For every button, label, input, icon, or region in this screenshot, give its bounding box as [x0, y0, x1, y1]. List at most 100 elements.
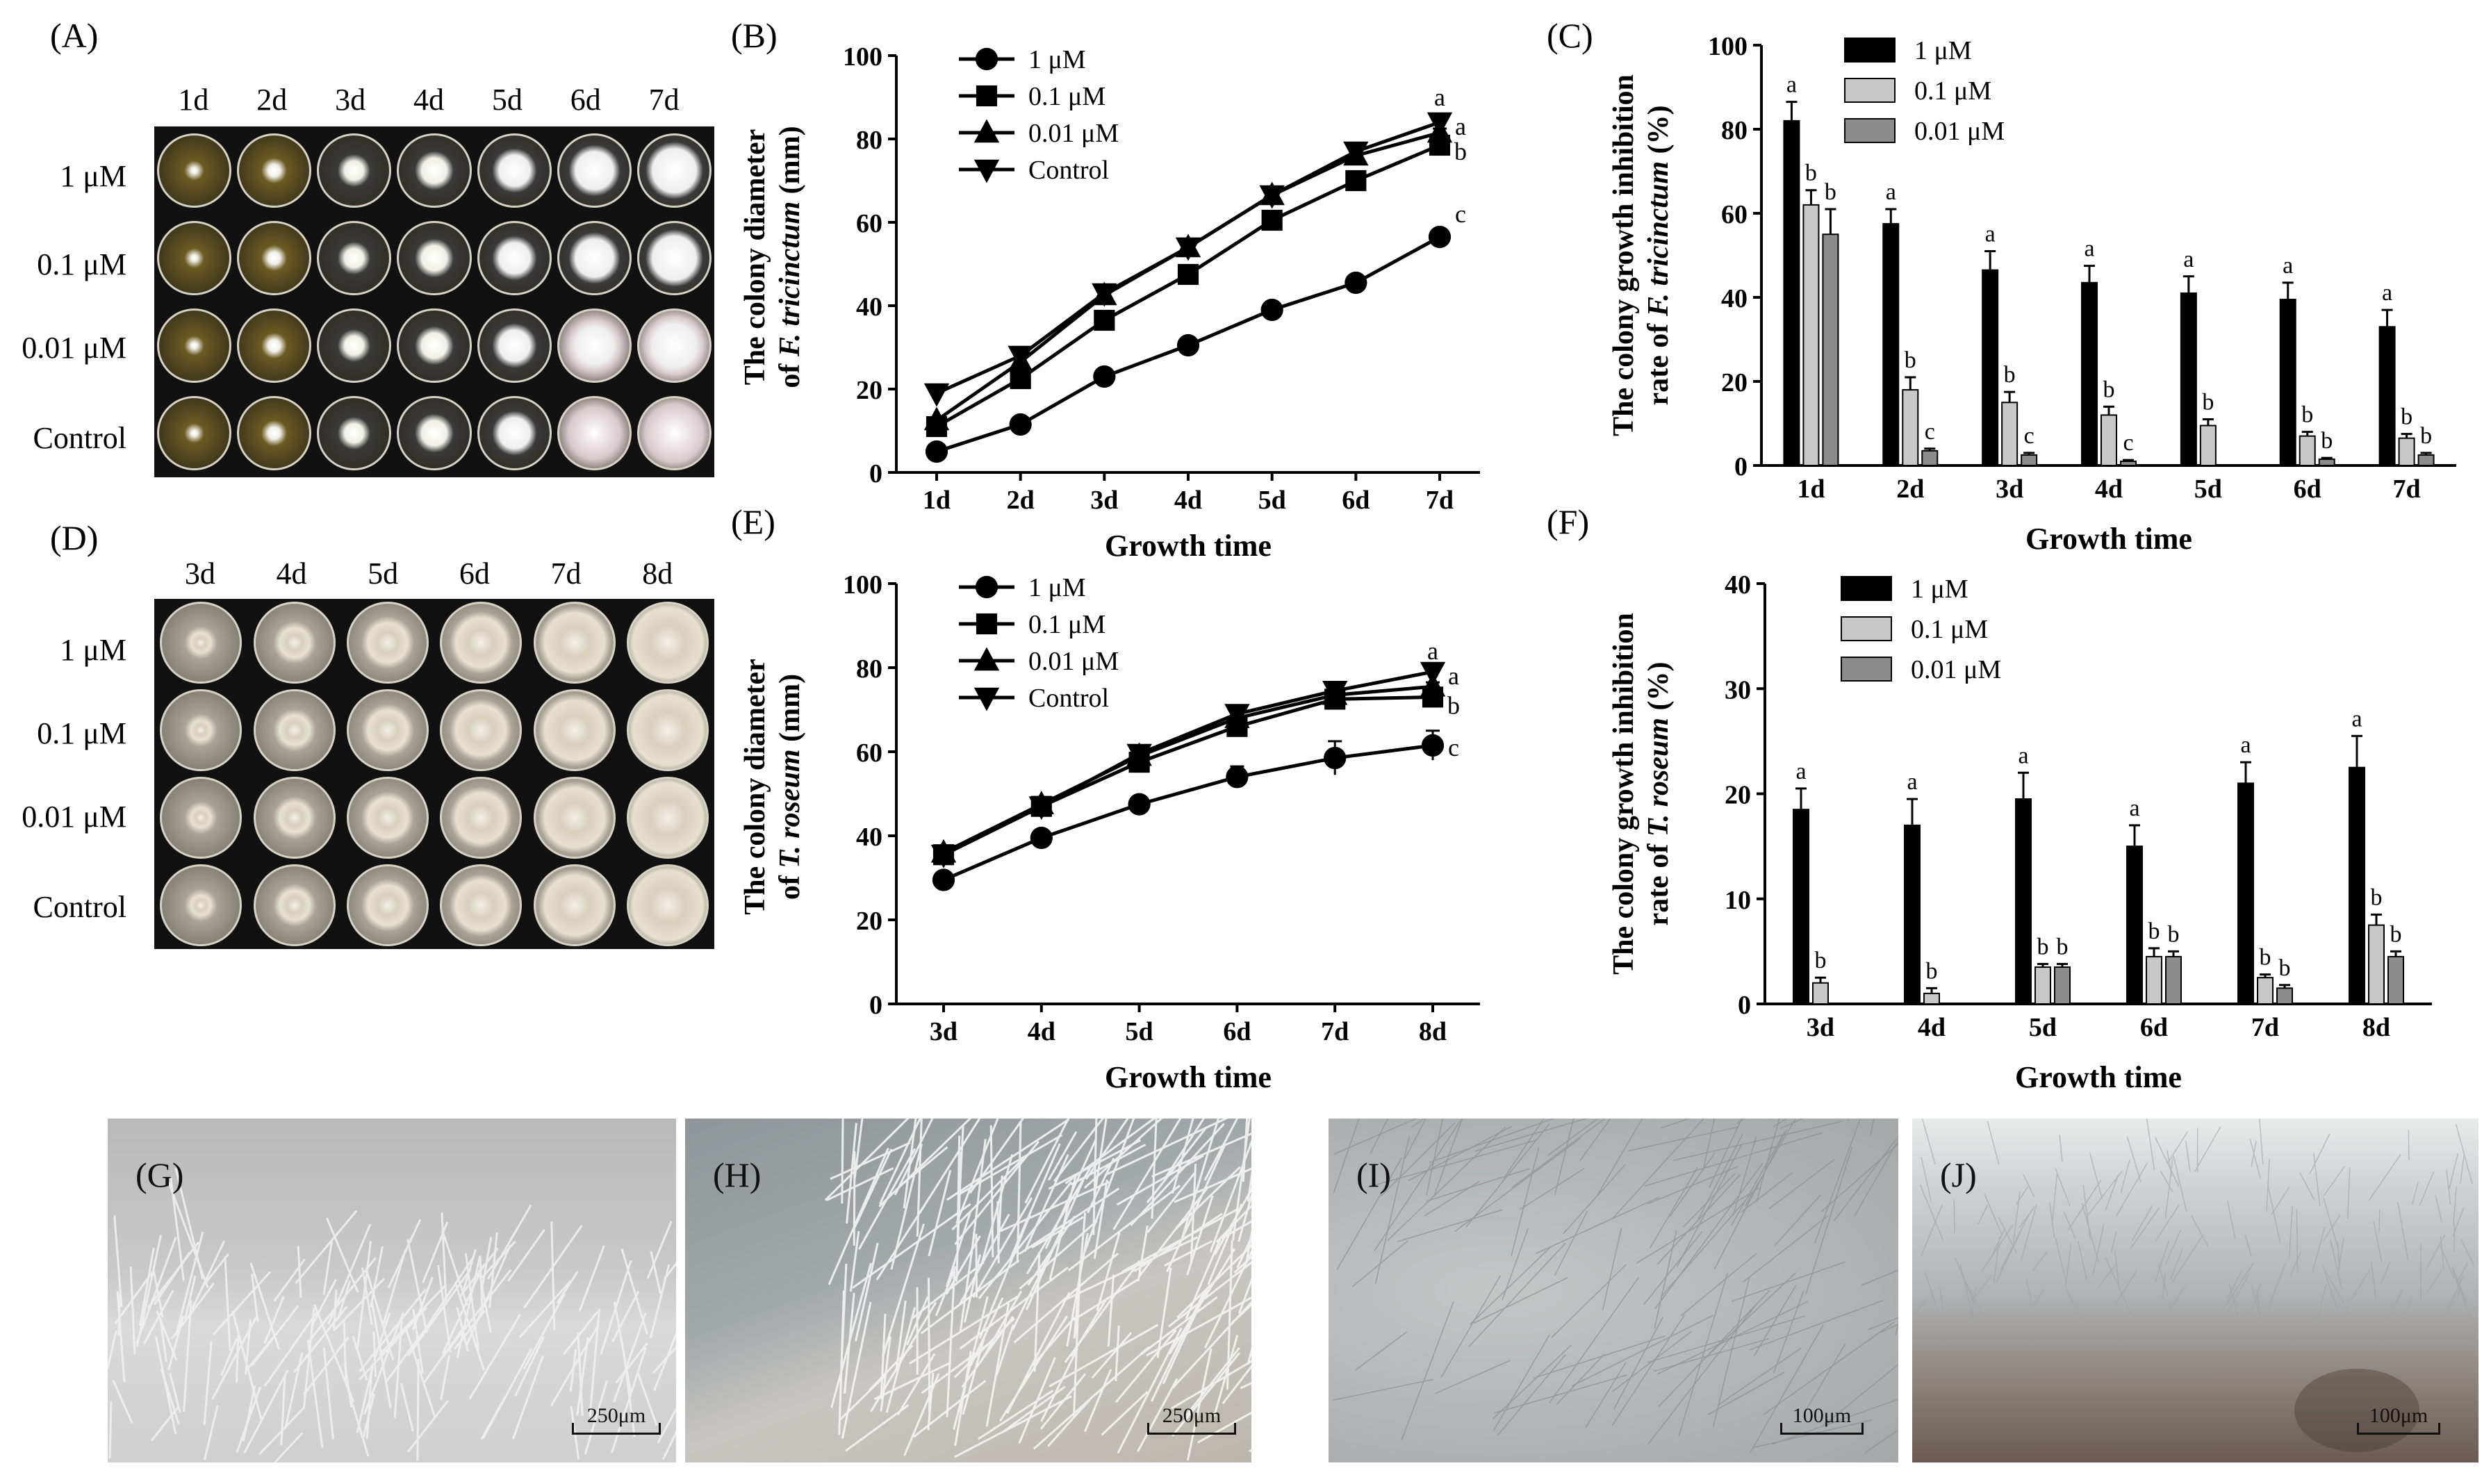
hypha: [998, 1315, 1069, 1422]
hypha: [970, 1139, 987, 1255]
marker-circle: [1093, 365, 1116, 388]
hypha: [1554, 1119, 1575, 1196]
hypha: [297, 1246, 302, 1298]
hypha: [913, 1380, 987, 1438]
legend-swatch: [1844, 118, 1896, 143]
marker-triangle-down: [1175, 237, 1201, 261]
y-tick-label: 10: [1725, 886, 1751, 915]
hypha: [213, 1271, 271, 1335]
y-tick-label: 20: [1725, 781, 1751, 810]
hypha: [1083, 1119, 1135, 1252]
marker-triangle-down: [1126, 743, 1152, 768]
significance-letter: b: [2420, 423, 2432, 449]
legend-label: 0.1 μM: [1911, 615, 1988, 644]
significance-letter: b: [1447, 691, 1460, 719]
hypha: [1336, 1157, 1403, 1270]
hypha: [1238, 1277, 1251, 1314]
significance-letter: a: [2351, 706, 2362, 732]
hypha: [404, 1328, 436, 1417]
hypha: [1805, 1344, 1846, 1410]
series-0: [932, 729, 1445, 891]
hypha: [1204, 1249, 1251, 1349]
hypha: [1435, 1360, 1511, 1394]
hypha: [1713, 1128, 1788, 1270]
petri-dish: [317, 308, 392, 384]
scale-bar-i: 100μm: [1780, 1400, 1864, 1435]
x-tick-label: 4d: [1028, 1017, 1055, 1046]
marker-triangle-up: [973, 119, 1000, 143]
hypha: [169, 1373, 181, 1413]
significance-letter: a: [1985, 221, 1996, 247]
hypha: [2289, 1251, 2302, 1276]
petri-dish: [237, 133, 312, 208]
hypha: [1658, 1289, 1770, 1408]
hypha: [1049, 1324, 1159, 1387]
hypha: [853, 1151, 856, 1246]
marker-circle: [975, 575, 998, 599]
hypha: [1040, 1347, 1079, 1422]
hypha: [611, 1347, 647, 1453]
micrograph-g: (G) 250μm: [108, 1119, 676, 1462]
petri-dish: [626, 777, 709, 859]
hypha: [972, 1197, 1033, 1298]
hypha: [824, 1119, 910, 1201]
hypha: [880, 1336, 891, 1412]
hypha: [2315, 1283, 2328, 1324]
hypha: [2154, 1137, 2180, 1187]
marker-circle: [1128, 793, 1151, 816]
legend-swatch: [1841, 576, 1892, 601]
petri-dish: [157, 308, 232, 384]
petri-dish: [157, 396, 232, 471]
hypha: [1736, 1119, 1746, 1124]
hypha: [1067, 1185, 1181, 1271]
x-tick-label: 6d: [1223, 1017, 1251, 1046]
x-tick-label: 1d: [923, 486, 951, 515]
hypha: [1503, 1119, 1545, 1179]
hypha: [1162, 1288, 1208, 1385]
hypha: [2324, 1271, 2339, 1312]
hypha: [2346, 1167, 2351, 1219]
scale-bar-h: 250μm: [1147, 1400, 1236, 1435]
hypha: [385, 1335, 421, 1383]
hypha: [1743, 1214, 1829, 1283]
hypha: [2256, 1289, 2262, 1326]
hypha: [2397, 1201, 2409, 1261]
hypha: [928, 1170, 952, 1257]
petri-dish: [346, 689, 429, 771]
hypha: [954, 1351, 972, 1446]
hypha: [873, 1361, 952, 1401]
hypha: [2267, 1185, 2281, 1244]
chart-e: 0 20 40 60 80 100 3d 4d 5d 6d 7d 8d Growth time The c…: [739, 570, 1480, 1094]
hypha: [2449, 1153, 2459, 1189]
x-tick-label: 2d: [1007, 486, 1035, 515]
marker-circle: [1345, 271, 1367, 295]
marker-triangle-down: [1343, 141, 1369, 165]
hypha: [1249, 1449, 1251, 1453]
hypha: [1627, 1126, 1739, 1152]
hypha: [1756, 1119, 1780, 1202]
hypha: [203, 1342, 213, 1426]
hypha: [322, 1347, 334, 1440]
hypha: [2455, 1123, 2473, 1185]
hypha: [1967, 1274, 1993, 1306]
hypha: [2055, 1168, 2071, 1207]
y-tick-label: 40: [1721, 284, 1748, 313]
hypha: [1247, 1170, 1251, 1202]
bar: [2378, 326, 2396, 466]
petri-dish: [557, 220, 632, 295]
hypha: [2226, 1271, 2242, 1301]
hypha: [1018, 1187, 1120, 1255]
hypha: [1003, 1385, 1066, 1432]
y-tick-label: 80: [856, 126, 882, 155]
hypha: [1497, 1354, 1566, 1436]
hypha: [1547, 1119, 1599, 1156]
hypha: [1493, 1334, 1550, 1431]
x-tick-label: 8d: [2362, 1013, 2390, 1042]
hypha: [916, 1119, 923, 1237]
x-tick-label: 6d: [2140, 1013, 2168, 1042]
hypha: [220, 1338, 238, 1376]
significance-letter: b: [2037, 934, 2049, 960]
hypha: [129, 1267, 136, 1355]
hypha: [2226, 1200, 2236, 1239]
hypha: [1585, 1362, 1627, 1428]
